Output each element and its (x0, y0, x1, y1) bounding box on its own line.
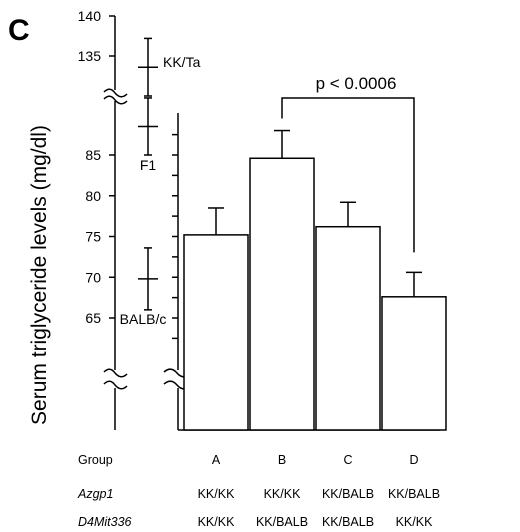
significance-bracket (281, 97, 415, 253)
table-header-group: Group (78, 453, 113, 467)
y-tick-label-lower: 80 (85, 188, 101, 204)
y-tick-label-lower: 65 (85, 310, 101, 326)
table-cell: KK/KK (264, 487, 301, 501)
axis-break-lower-a (103, 368, 128, 378)
axis-break-upper-a (103, 88, 128, 98)
bar-C (315, 225, 381, 431)
reference-strain-label: F1 (140, 157, 157, 173)
table-cell: KK/KK (198, 487, 235, 501)
table-group-C: C (343, 453, 352, 467)
table-cell: KK/KK (396, 515, 433, 529)
significance-layer: p < 0.0006 (281, 74, 415, 253)
y-tick-label-lower: 85 (85, 147, 101, 163)
bar-A (183, 234, 249, 431)
y-tick-label-upper: 140 (78, 8, 102, 24)
table-cell: KK/BALB (256, 515, 308, 529)
y-tick-label-lower: 70 (85, 269, 101, 285)
table-row-label-d4mit336: D4Mit336 (78, 515, 132, 529)
genotype-table: Group Azgp1 D4Mit336 A B C D KK/KK KK/KK KK/BA… (77, 453, 440, 529)
table-group-B: B (278, 453, 286, 467)
bar-B (249, 157, 315, 431)
panel-label: C (8, 14, 30, 47)
table-cell: KK/KK (198, 515, 235, 529)
axis-break-lower-b (103, 380, 128, 390)
y-axis-title: Serum triglyceride levels (mg/dl) (28, 125, 51, 425)
y-tick-label-upper: 135 (78, 48, 102, 64)
table-cell: KK/BALB (388, 487, 440, 501)
reference-strain-label: BALB/c (120, 311, 167, 327)
table-group-A: A (212, 453, 221, 467)
table-cell: KK/BALB (322, 487, 374, 501)
table-row-label-azgp1: Azgp1 (77, 487, 113, 501)
axis-break-upper-b (103, 95, 128, 105)
reference-strain-label: KK/Ta (163, 54, 201, 70)
significance-label: p < 0.0006 (316, 74, 397, 93)
bar-D (381, 296, 447, 431)
reference-strain-layer: KK/Ta F1 BALB/c (120, 37, 201, 327)
y-tick-label-lower: 75 (85, 229, 101, 245)
table-group-D: D (409, 453, 418, 467)
bar-layer (183, 129, 447, 431)
table-cell: KK/BALB (322, 515, 374, 529)
